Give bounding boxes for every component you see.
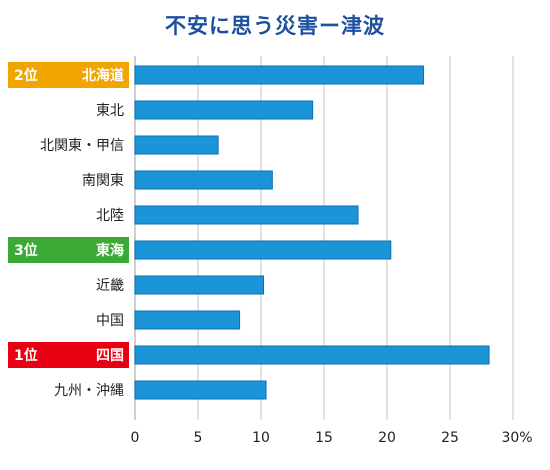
category-label: 北海道 bbox=[82, 67, 124, 84]
category-label: 北関東・甲信 bbox=[40, 138, 124, 154]
category-label: 近畿 bbox=[96, 278, 124, 294]
rank-badge bbox=[8, 237, 129, 263]
category-label: 東海 bbox=[96, 242, 124, 259]
bar bbox=[134, 170, 273, 190]
bar bbox=[134, 100, 314, 120]
category-label: 北陸 bbox=[96, 208, 124, 224]
category-label: 九州・沖縄 bbox=[54, 383, 124, 399]
rank-label: 2位 bbox=[14, 67, 38, 84]
rank-label: 1位 bbox=[14, 347, 38, 364]
category-label: 四国 bbox=[96, 348, 124, 364]
bar bbox=[134, 275, 265, 295]
category-label: 中国 bbox=[96, 313, 124, 329]
bar bbox=[134, 310, 241, 330]
x-tick-label: 0 bbox=[131, 430, 140, 446]
rank-label: 3位 bbox=[14, 242, 38, 259]
bar bbox=[134, 345, 490, 365]
category-label: 東北 bbox=[96, 103, 124, 119]
bar bbox=[134, 65, 425, 85]
x-tick-label: 10 bbox=[252, 430, 270, 446]
x-tick-label: 20 bbox=[378, 430, 396, 446]
x-tick-label: 30% bbox=[501, 430, 532, 446]
chart-title: 不安に思う災害ー津波 bbox=[165, 14, 385, 38]
bar bbox=[134, 135, 219, 155]
bar bbox=[134, 205, 359, 225]
category-label: 南関東 bbox=[82, 173, 124, 189]
rank-badge bbox=[8, 62, 129, 88]
bar bbox=[134, 240, 392, 260]
x-tick-label: 25 bbox=[441, 430, 459, 446]
rank-badge bbox=[8, 342, 129, 368]
x-tick-label: 15 bbox=[315, 430, 333, 446]
bar bbox=[134, 380, 267, 400]
x-tick-label: 5 bbox=[194, 430, 203, 446]
